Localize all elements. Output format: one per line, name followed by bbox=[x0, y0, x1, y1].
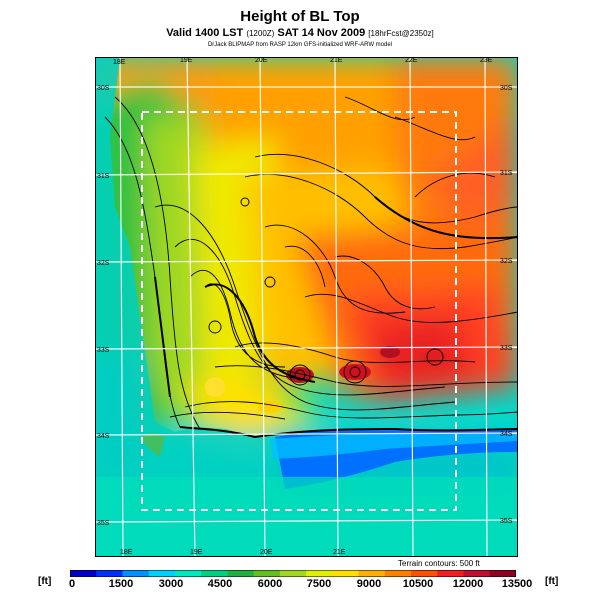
lat-label-right-32: 32S bbox=[500, 258, 513, 265]
colorbar-swatch bbox=[306, 570, 333, 577]
lon-label-bottom-21: 21E bbox=[333, 549, 346, 556]
colorbar-swatch bbox=[174, 570, 202, 577]
lon-label-bottom-20: 20E bbox=[260, 549, 273, 556]
lat-label-right-30: 30S bbox=[500, 85, 513, 92]
colorbar-label-1500: 1500 bbox=[108, 578, 134, 590]
colorbar-swatch bbox=[279, 570, 307, 577]
inner-domain-box bbox=[141, 111, 457, 511]
lat-label-right-34: 34S bbox=[500, 431, 513, 438]
lon-label-top-21: 21E bbox=[330, 57, 343, 64]
colorbar-swatch bbox=[358, 570, 386, 577]
unit-right: [ft] bbox=[545, 576, 559, 587]
terrain-contours bbox=[104, 96, 518, 430]
lat-label-left-31: 31S bbox=[97, 173, 110, 180]
colorbar-swatch bbox=[437, 570, 465, 577]
colorbar-swatch bbox=[70, 570, 97, 577]
colorbar-label-6000: 6000 bbox=[257, 578, 283, 590]
colorbar-swatch bbox=[463, 570, 491, 577]
colorbar-swatch bbox=[148, 570, 176, 577]
colorbar-swatch bbox=[411, 570, 438, 577]
forecast-tag: [18hrFcst@2350z] bbox=[368, 29, 434, 38]
colorbar-swatch bbox=[122, 570, 150, 577]
colorbar-label-13500: 13500 bbox=[501, 578, 533, 590]
lon-label-bottom-18: 18E bbox=[120, 549, 133, 556]
colorbar-label-9000: 9000 bbox=[356, 578, 382, 590]
colorbar-swatch bbox=[201, 570, 228, 577]
lat-label-right-33: 33S bbox=[500, 345, 513, 352]
map-title: Height of BL Top bbox=[240, 8, 360, 25]
lat-label-left-33: 33S bbox=[97, 347, 110, 354]
colorbar-swatch bbox=[489, 570, 516, 577]
unit-left: [ft] bbox=[38, 576, 52, 587]
colorbar-swatch bbox=[332, 570, 360, 577]
map-subtitle: Valid 1400 LST (1200Z) SAT 14 Nov 2009 [… bbox=[0, 27, 600, 39]
lon-label-top-23: 23E bbox=[480, 57, 493, 64]
model-credit: DrJack BLIPMAP from RASP 12km GFS-initia… bbox=[207, 42, 393, 48]
major-contours bbox=[154, 196, 518, 439]
lat-label-right-35: 35S bbox=[500, 518, 513, 525]
utc-time: (1200Z) bbox=[246, 29, 275, 38]
lat-label-left-30: 30S bbox=[97, 85, 110, 92]
valid-time: Valid 1400 LST bbox=[166, 27, 244, 39]
lat-label-left-32: 32S bbox=[97, 260, 110, 267]
colorbar-swatch bbox=[227, 570, 255, 577]
colorbar bbox=[70, 570, 516, 577]
colorbar-swatch bbox=[96, 570, 123, 577]
lon-label-bottom-19: 19E bbox=[190, 549, 203, 556]
colorbar-label-0: 0 bbox=[68, 578, 76, 590]
graticule bbox=[95, 57, 518, 557]
colorbar-swatch bbox=[384, 570, 412, 577]
colorbar-label-7500: 7500 bbox=[306, 578, 332, 590]
lon-label-top-22: 22E bbox=[405, 57, 418, 64]
lon-label-top-19: 19E bbox=[180, 57, 193, 64]
lat-label-left-34: 34S bbox=[97, 433, 110, 440]
forecast-date: SAT 14 Nov 2009 bbox=[277, 27, 366, 39]
colorbar-label-10500: 10500 bbox=[402, 578, 434, 590]
colorbar-swatch bbox=[253, 570, 281, 577]
lon-label-top-18: 18E bbox=[113, 59, 126, 66]
colorbar-label-4500: 4500 bbox=[207, 578, 233, 590]
lon-label-top-20: 20E bbox=[255, 57, 268, 64]
height-map: 18E 19E 20E 21E 22E 23E 18E 19E 20E 21E … bbox=[95, 57, 518, 557]
colorbar-label-12000: 12000 bbox=[452, 578, 484, 590]
colorbar-label-3000: 3000 bbox=[158, 578, 184, 590]
lat-label-right-31: 31S bbox=[500, 170, 513, 177]
lat-label-left-35: 35S bbox=[97, 520, 110, 527]
terrain-contours-note: Terrain contours: 500 ft bbox=[398, 559, 480, 568]
